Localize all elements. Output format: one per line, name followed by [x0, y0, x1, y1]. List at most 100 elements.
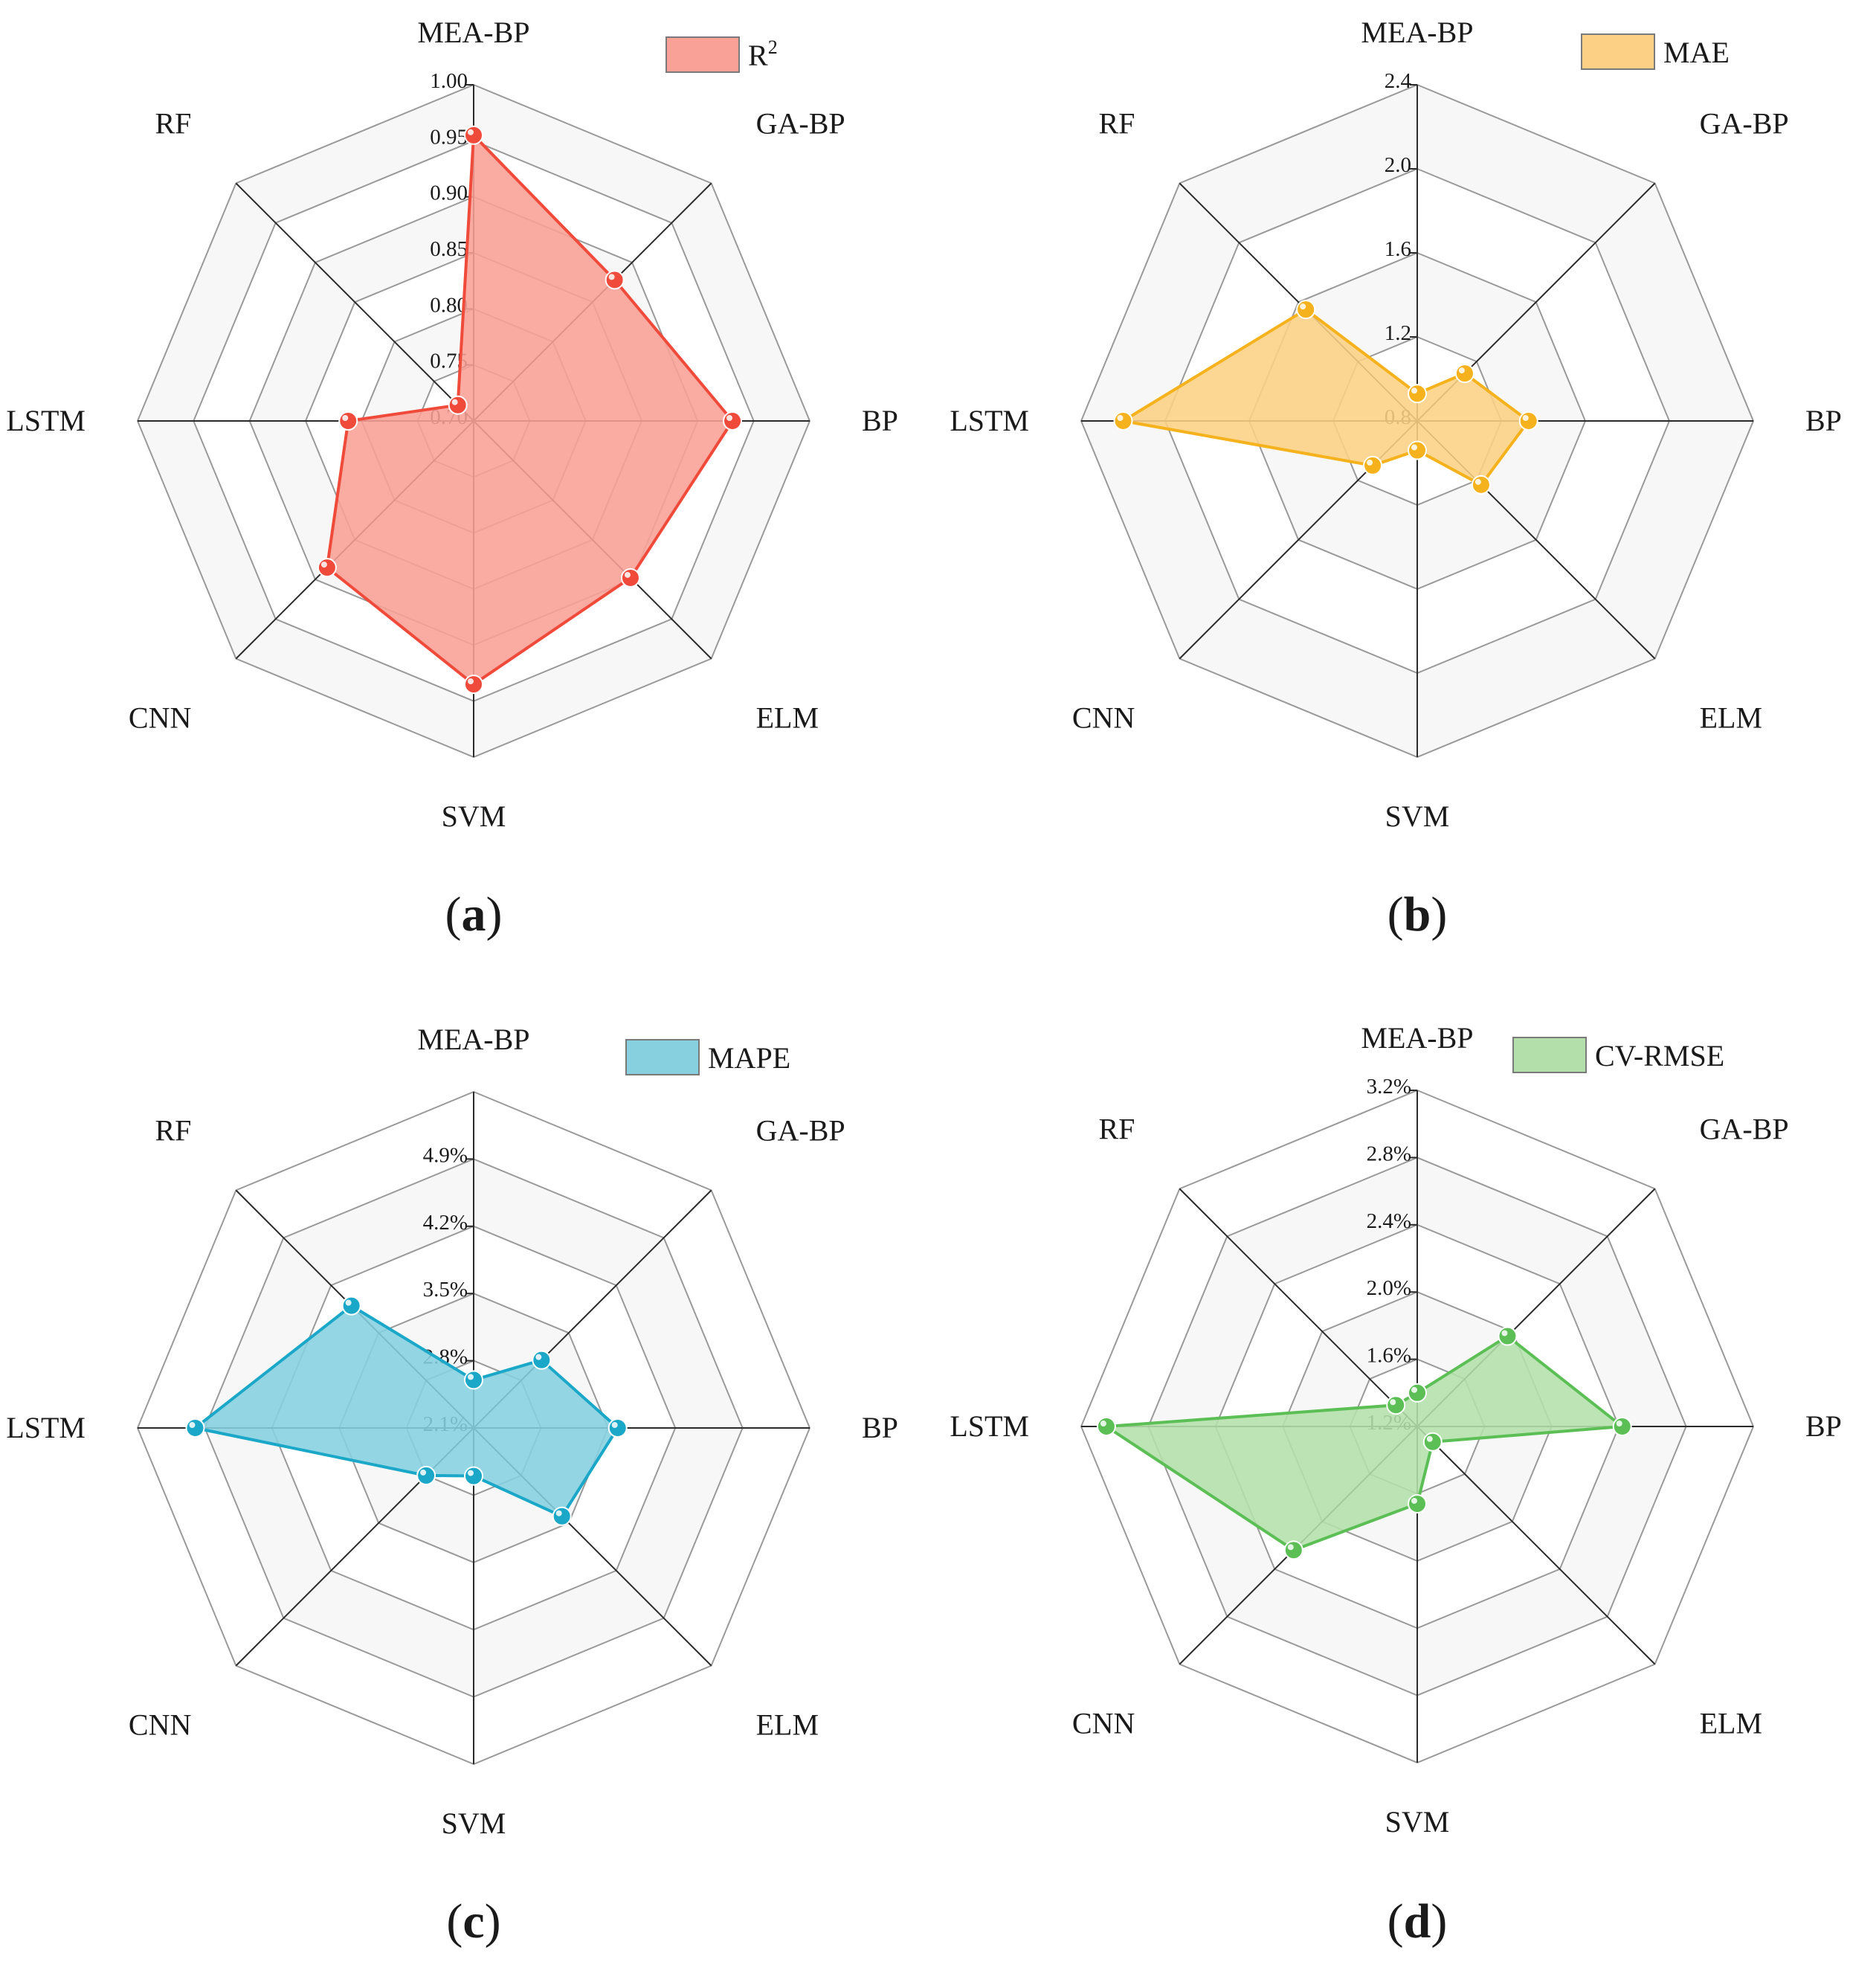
data-point-highlight	[1616, 1421, 1622, 1426]
legend-swatch	[625, 1039, 700, 1075]
tick-label: 0.80	[430, 293, 468, 317]
panel-label-part: )	[486, 887, 503, 942]
tick-label: 4.9%	[423, 1143, 468, 1167]
axis-label-svm: SVM	[442, 1807, 506, 1840]
data-point-highlight	[624, 571, 631, 578]
legend-label: CV-RMSE	[1595, 1039, 1724, 1072]
axis-label-elm: ELM	[1700, 701, 1762, 735]
data-point-highlight	[1411, 387, 1417, 394]
panel-label: (a)	[445, 887, 503, 942]
data-point-highlight	[1390, 1399, 1396, 1406]
axis-label-bp: BP	[1805, 1409, 1842, 1443]
data-point-rf	[1296, 300, 1316, 320]
legend-swatch	[1512, 1037, 1587, 1073]
tick-label: 2.0	[1385, 153, 1411, 177]
panel-label-part: (	[1388, 887, 1404, 942]
axis-label-elm: ELM	[756, 1708, 819, 1742]
axis-label-rf: RF	[1098, 1112, 1135, 1145]
axis-label-cnn: CNN	[129, 701, 191, 735]
data-point-ga-bp	[1454, 364, 1474, 384]
data-point-highlight	[1501, 1330, 1508, 1336]
data-point-highlight	[468, 1374, 474, 1380]
axis-label-rf: RF	[155, 1113, 191, 1147]
data-point-highlight	[468, 678, 474, 685]
data-point-ga-bp	[1498, 1326, 1518, 1346]
axis-label-cnn: CNN	[1072, 1707, 1135, 1740]
data-point-svm	[464, 675, 483, 695]
data-point-rf	[341, 1296, 361, 1316]
data-point-highlight	[726, 415, 733, 421]
panel-label: (b)	[1388, 887, 1448, 942]
axis-label-lstm: LSTM	[6, 404, 86, 437]
data-point-mea-bp	[464, 125, 483, 145]
tick-label: 4.2%	[423, 1211, 468, 1235]
data-point-svm	[464, 1466, 483, 1486]
data-point-ga-bp	[532, 1350, 552, 1370]
data-point-lstm	[1113, 411, 1133, 431]
tick-label: 0.85	[430, 237, 468, 261]
data-point-highlight	[1522, 415, 1529, 421]
axis-spoke	[1179, 1188, 1418, 1427]
tick-label: 1.6	[1385, 237, 1411, 261]
data-point-bp	[723, 411, 743, 431]
tick-label: 2.8%	[1367, 1142, 1411, 1165]
axis-label-svm: SVM	[442, 800, 506, 833]
axis-label-mea-bp: MEA-BP	[1361, 16, 1473, 49]
legend-swatch	[1581, 33, 1655, 70]
panel-label-part: (	[445, 887, 462, 942]
axis-label-cnn: CNN	[1072, 701, 1135, 735]
data-point-highlight	[1100, 1421, 1106, 1426]
data-point-highlight	[189, 1422, 196, 1428]
data-point-highlight	[1287, 1544, 1294, 1551]
axis-label-lstm: LSTM	[950, 404, 1029, 437]
data-point-cnn	[416, 1465, 436, 1485]
legend-label: R2	[748, 36, 778, 72]
data-point-highlight	[468, 129, 474, 135]
data-point-highlight	[1411, 1386, 1417, 1393]
radar-panel-2: 2.1%2.8%3.5%4.2%4.9%MEA-BPGA-BPBPELMSVMC…	[6, 1023, 898, 1949]
tick-label: 2.4	[1385, 69, 1412, 93]
tick-label: 3.2%	[1367, 1075, 1411, 1098]
data-point-highlight	[535, 1354, 542, 1360]
data-point-bp	[1612, 1417, 1632, 1436]
legend-superscript: 2	[768, 36, 778, 58]
radar-panel-3: 1.2%1.6%2.0%2.4%2.8%3.2%MEA-BPGA-BPBPELM…	[950, 1021, 1842, 1949]
data-point-highlight	[1474, 478, 1481, 485]
data-point-cnn	[1363, 455, 1383, 475]
data-point-rf	[448, 395, 468, 415]
axis-spoke	[1416, 1426, 1656, 1665]
data-point-highlight	[1300, 303, 1306, 310]
axis-label-rf: RF	[1098, 106, 1135, 140]
data-point-bp	[1518, 411, 1538, 431]
data-point-ga-bp	[605, 270, 625, 290]
axis-spoke	[235, 182, 474, 422]
panel-label-part: )	[485, 1894, 501, 1949]
axis-label-bp: BP	[862, 1411, 898, 1444]
data-point-cnn	[317, 558, 337, 578]
panel-label-part: )	[1431, 887, 1447, 942]
data-point-highlight	[320, 562, 327, 568]
tick-label: 3.5%	[423, 1278, 468, 1302]
axis-label-mea-bp: MEA-BP	[417, 16, 529, 49]
data-point-highlight	[345, 1299, 352, 1306]
tick-label: 1.2	[1385, 321, 1411, 345]
tick-label: 0.90	[430, 181, 468, 205]
axis-label-ga-bp: GA-BP	[1700, 1112, 1789, 1145]
axis-label-mea-bp: MEA-BP	[417, 1023, 529, 1056]
panel-label-part: d	[1404, 1894, 1431, 1949]
legend-label: MAE	[1663, 36, 1730, 69]
legend-label: MAPE	[708, 1041, 790, 1075]
tick-label: 1.00	[430, 69, 468, 93]
axis-label-elm: ELM	[1700, 1707, 1762, 1740]
axis-label-ga-bp: GA-BP	[756, 106, 845, 140]
data-point-highlight	[451, 399, 458, 405]
radar-panel-0: 0.700.750.800.850.900.951.00MEA-BPGA-BPB…	[6, 16, 898, 942]
panel-label-part: a	[462, 887, 486, 942]
tick-label: 0.95	[430, 125, 468, 149]
axis-label-bp: BP	[862, 404, 898, 437]
data-point-highlight	[420, 1469, 427, 1476]
data-point-highlight	[608, 274, 615, 280]
panel-label: (c)	[446, 1894, 500, 1949]
data-point-elm	[620, 567, 640, 588]
